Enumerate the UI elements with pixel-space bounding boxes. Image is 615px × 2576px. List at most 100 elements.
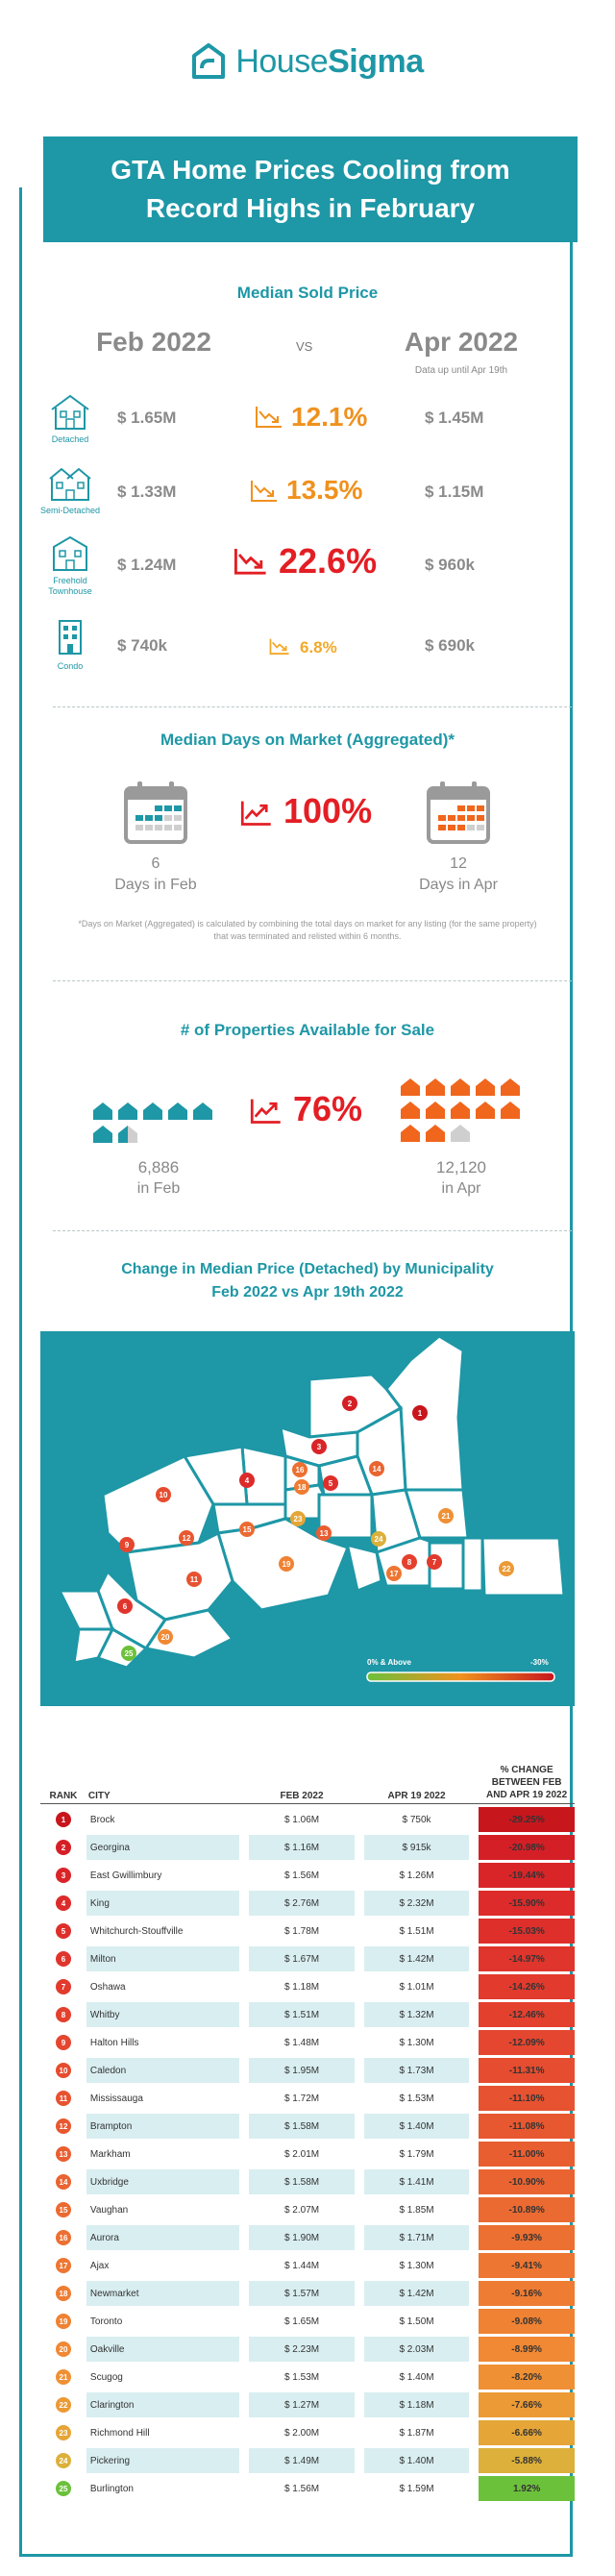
svg-text:14: 14 xyxy=(373,1465,381,1474)
rank-cell: 4 xyxy=(40,1891,86,1916)
rank-badge: 19 xyxy=(55,2314,71,2329)
table-row: 14 Uxbridge $ 1.58M $ 1.41M -10.90% xyxy=(40,2169,575,2194)
rank-cell: 17 xyxy=(40,2253,86,2278)
table-row: 25 Burlington $ 1.56M $ 1.59M 1.92% xyxy=(40,2476,575,2501)
apr-price-cell: $ 1.51M xyxy=(399,1925,434,1937)
svg-text:9: 9 xyxy=(125,1541,130,1549)
city-cell: Newmarket xyxy=(86,2281,240,2306)
dom-apr-value: 12 xyxy=(450,855,467,872)
apr-price-cell: $ 1.26M xyxy=(399,1870,434,1881)
table-row: 16 Aurora $ 1.90M $ 1.71M -9.93% xyxy=(40,2225,575,2250)
houses-feb-icon xyxy=(93,1102,212,1143)
change-cell: -14.97% xyxy=(479,1946,575,1971)
city-cell: Pickering xyxy=(86,2448,240,2473)
rank-badge: 18 xyxy=(55,2286,71,2301)
type-label-condo: Condo xyxy=(57,661,84,671)
rank-cell: 14 xyxy=(40,2169,86,2194)
feb-price-cell: $ 1.72M xyxy=(283,2093,320,2104)
city-cell: Scugog xyxy=(89,2371,123,2383)
rank-cell: 25 xyxy=(40,2476,86,2501)
properties-title: # of Properties Available for Sale xyxy=(180,1021,435,1039)
col-header-apr: APR 19 2022 xyxy=(363,1762,470,1804)
vs-label: VS xyxy=(296,339,313,354)
svg-text:6: 6 xyxy=(123,1602,128,1611)
table-row: 24 Pickering $ 1.49M $ 1.40M -5.88% xyxy=(40,2448,575,2473)
rank-badge: 12 xyxy=(55,2118,71,2134)
rank-badge: 16 xyxy=(55,2230,71,2245)
apr-price-cell: $ 1.50M xyxy=(399,2316,434,2327)
change-cell: -9.16% xyxy=(479,2281,575,2306)
feb-price-cell: $ 2.23M xyxy=(249,2337,355,2362)
svg-text:22: 22 xyxy=(503,1565,511,1573)
dom-title: Median Days on Market (Aggregated)* xyxy=(160,731,455,749)
rank-cell: 1 xyxy=(40,1807,86,1832)
properties-pct: 76% xyxy=(293,1089,363,1128)
municipality-map: 1 2 3 4 5 6 7 8 9 10 11 12 13 14 15 16 1… xyxy=(40,1331,575,1706)
city-cell: King xyxy=(86,1891,240,1916)
rank-cell: 11 xyxy=(40,2086,86,2111)
properties-apr-value: 12,120 xyxy=(436,1158,486,1177)
city-cell: Whitby xyxy=(86,2002,240,2027)
table-body: 1 Brock $ 1.06M $ 750k -29.25% 2 Georgina $ 1.1… xyxy=(40,1807,575,2501)
rank-badge: 20 xyxy=(55,2341,71,2357)
city-cell: Caledon xyxy=(86,2058,240,2083)
change-cell: -15.90% xyxy=(479,1891,575,1916)
trend-up-icon xyxy=(250,1099,281,1124)
price-feb-condo: $ 740k xyxy=(117,636,167,655)
rank-badge: 25 xyxy=(55,2481,71,2496)
city-cell: Markham xyxy=(89,2148,131,2160)
apr-price-cell: $ 1.53M xyxy=(399,2093,434,2104)
change-cell: -29.25% xyxy=(479,1807,575,1832)
feb-price-cell: $ 1.27M xyxy=(249,2392,355,2417)
pct-condo: 6.8% xyxy=(300,638,337,656)
rank-badge: 9 xyxy=(55,2035,71,2050)
dom-footnote: *Days on Market (Aggregated) is calculat… xyxy=(78,919,537,941)
rank-cell: 22 xyxy=(40,2392,86,2417)
change-cell: -14.26% xyxy=(479,1974,575,1999)
change-cell: -9.08% xyxy=(479,2309,575,2334)
city-cell: Burlington xyxy=(89,2483,134,2494)
rank-cell: 12 xyxy=(40,2114,86,2139)
svg-text:18: 18 xyxy=(298,1483,307,1492)
rank-cell: 10 xyxy=(40,2058,86,2083)
price-feb-townhouse: $ 1.24M xyxy=(117,556,177,574)
rank-badge: 3 xyxy=(55,1868,71,1883)
dom-apr-label: Days in Apr xyxy=(419,877,498,893)
change-cell: -20.98% xyxy=(479,1835,575,1860)
svg-text:8: 8 xyxy=(407,1558,412,1567)
map-title-2: Feb 2022 vs Apr 19th 2022 xyxy=(211,1284,404,1300)
svg-text:15: 15 xyxy=(243,1525,252,1534)
city-cell: Uxbridge xyxy=(86,2169,240,2194)
table-row: 2 Georgina $ 1.16M $ 915k -20.98% xyxy=(40,1835,575,1860)
pct-semi: 13.5% xyxy=(286,475,363,505)
pct-townhouse: 22.6% xyxy=(279,541,378,581)
apr-price-cell: $ 1.42M xyxy=(363,1946,470,1971)
change-cell: -10.89% xyxy=(479,2197,575,2222)
table-row: 10 Caledon $ 1.95M $ 1.73M -11.31% xyxy=(40,2058,575,2083)
table-row: 11 Mississauga $ 1.72M $ 1.53M -11.10% xyxy=(40,2086,575,2111)
condo-icon xyxy=(59,620,82,655)
apr-price-cell: $ 1.42M xyxy=(363,2281,470,2306)
rank-cell: 8 xyxy=(40,2002,86,2027)
svg-text:23: 23 xyxy=(294,1515,303,1523)
feb-price-cell: $ 1.53M xyxy=(283,2371,320,2383)
rank-badge: 6 xyxy=(55,1951,71,1967)
feb-price-cell: $ 1.06M xyxy=(283,1814,320,1825)
title-banner: GTA Home Prices Cooling from Record High… xyxy=(43,136,578,242)
rank-badge: 24 xyxy=(55,2453,71,2468)
map-title-1: Change in Median Price (Detached) by Mun… xyxy=(121,1261,494,1277)
feb-header: Feb 2022 xyxy=(96,327,211,357)
city-cell: Oakville xyxy=(86,2337,240,2362)
apr-price-cell: $ 1.40M xyxy=(363,2448,470,2473)
apr-price-cell: $ 1.30M xyxy=(399,2260,434,2271)
rank-cell: 16 xyxy=(40,2225,86,2250)
table-row: 13 Markham $ 2.01M $ 1.79M -11.00% xyxy=(40,2142,575,2167)
rank-cell: 3 xyxy=(40,1863,86,1888)
change-cell: -11.00% xyxy=(479,2142,575,2167)
divider xyxy=(53,980,572,981)
svg-text:11: 11 xyxy=(190,1575,199,1584)
change-cell: 1.92% xyxy=(479,2476,575,2501)
table-row: 23 Richmond Hill $ 2.00M $ 1.87M -6.66% xyxy=(40,2420,575,2445)
rank-cell: 2 xyxy=(40,1835,86,1860)
rank-cell: 6 xyxy=(40,1946,86,1971)
